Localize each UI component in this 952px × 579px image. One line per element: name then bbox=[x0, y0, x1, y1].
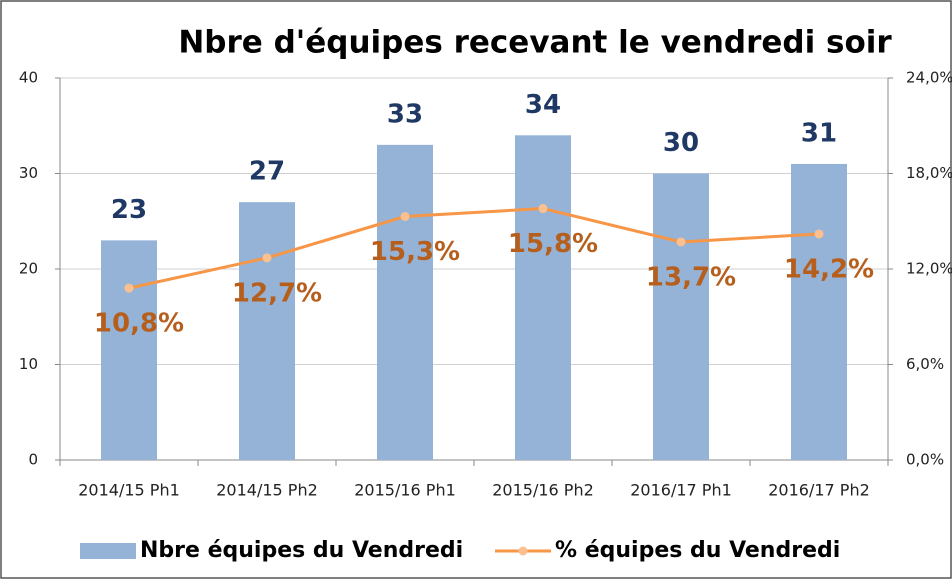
chart-title: Nbre d'équipes recevant le vendredi soir bbox=[178, 25, 892, 61]
line-point bbox=[262, 253, 272, 263]
bar bbox=[515, 135, 571, 461]
x-tick-label: 2015/16 Ph2 bbox=[492, 481, 594, 500]
bar-value-label: 31 bbox=[801, 118, 837, 148]
line-value-label: 15,3% bbox=[370, 237, 460, 267]
x-tick-label: 2016/17 Ph1 bbox=[630, 481, 732, 500]
bar-value-label: 23 bbox=[111, 195, 147, 225]
y2-tick-label: 24,0% bbox=[906, 69, 952, 87]
line-value-label: 13,7% bbox=[646, 262, 736, 292]
line bbox=[128, 207, 820, 290]
bar bbox=[377, 144, 433, 460]
x-tick-label: 2014/15 Ph2 bbox=[216, 481, 318, 500]
legend-label: Nbre équipes du Vendredi bbox=[140, 538, 463, 563]
legend-swatch-point bbox=[518, 546, 528, 556]
y2-tick-label: 6,0% bbox=[906, 355, 944, 373]
line-point bbox=[400, 211, 410, 221]
y-tick-label: 10 bbox=[19, 355, 38, 373]
line-point bbox=[676, 237, 686, 247]
y-tick-label: 20 bbox=[19, 260, 38, 278]
y2-tick-label: 18,0% bbox=[906, 164, 952, 182]
line-value-label: 15,8% bbox=[508, 229, 598, 259]
line-point bbox=[124, 283, 134, 293]
line-point bbox=[814, 229, 824, 239]
bar-value-label: 34 bbox=[525, 90, 561, 120]
bar-value-label: 27 bbox=[249, 157, 285, 187]
line-point bbox=[538, 204, 548, 214]
y-tick-label: 30 bbox=[19, 164, 38, 182]
line-value-label: 12,7% bbox=[232, 278, 322, 308]
bar bbox=[653, 173, 709, 460]
bar bbox=[101, 240, 157, 460]
bar-value-label: 33 bbox=[387, 99, 423, 129]
y2-tick-label: 0,0% bbox=[906, 451, 944, 469]
x-tick-label: 2014/15 Ph1 bbox=[78, 481, 180, 500]
legend-swatch bbox=[80, 543, 136, 559]
line-value-label: 10,8% bbox=[94, 309, 184, 339]
y-tick-label: 0 bbox=[28, 451, 38, 469]
legend-label: % équipes du Vendredi bbox=[555, 538, 840, 563]
bar-value-label: 30 bbox=[663, 128, 699, 158]
y2-tick-label: 12,0% bbox=[906, 260, 952, 278]
x-tick-label: 2016/17 Ph2 bbox=[768, 481, 870, 500]
x-tick-label: 2015/16 Ph1 bbox=[354, 481, 456, 500]
line-value-label: 14,2% bbox=[784, 254, 874, 284]
y-tick-label: 40 bbox=[19, 69, 38, 87]
bar bbox=[239, 202, 295, 460]
bar bbox=[791, 163, 847, 460]
